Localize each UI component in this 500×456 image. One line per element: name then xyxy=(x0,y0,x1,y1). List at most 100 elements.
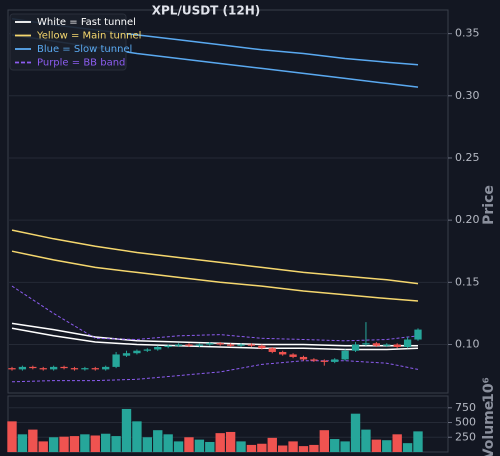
candle-body xyxy=(18,366,27,370)
volume-bar xyxy=(288,441,298,452)
candle-body xyxy=(351,344,360,351)
volume-bar xyxy=(69,436,80,452)
overlay-line xyxy=(11,285,419,342)
candle-body xyxy=(154,346,162,350)
candle-body xyxy=(372,343,381,346)
candle-body xyxy=(133,350,141,354)
volume-bar xyxy=(121,408,132,452)
volume-bar xyxy=(163,434,173,452)
candle-body xyxy=(341,350,349,360)
candle-body xyxy=(49,366,58,370)
volume-bar xyxy=(194,439,205,452)
candle-body xyxy=(393,344,401,347)
volume-bar xyxy=(361,429,371,452)
candle-body xyxy=(70,368,79,370)
legend-label: White = Fast tunnel xyxy=(37,17,136,28)
y-tick-label: 0.35 xyxy=(455,27,480,40)
volume-bar xyxy=(330,439,340,452)
volume-bar xyxy=(236,441,246,452)
volume-bar xyxy=(7,421,17,452)
candle-body xyxy=(299,356,308,360)
volume-bar xyxy=(277,445,288,452)
volume-bar xyxy=(111,436,121,452)
candle-body xyxy=(216,343,224,345)
candle-body xyxy=(164,345,172,347)
candle-body xyxy=(91,368,99,370)
volume-bar xyxy=(38,441,48,452)
volume-bar xyxy=(319,430,329,452)
candle-body xyxy=(195,344,204,346)
volume-bar xyxy=(382,440,392,452)
candle-body xyxy=(143,349,151,351)
volume-tick-label: 750 xyxy=(455,401,476,414)
volume-bar xyxy=(413,431,423,452)
volume-bar xyxy=(309,444,319,452)
y-tick-label: 0.30 xyxy=(455,89,480,102)
volume-bar xyxy=(340,441,350,452)
volume-bar xyxy=(267,437,277,452)
volume-bar xyxy=(371,439,382,452)
candle-body xyxy=(122,353,131,356)
price-frame xyxy=(7,9,449,394)
candle-body xyxy=(331,359,339,362)
volume-bar xyxy=(246,444,257,452)
candle-body xyxy=(174,344,183,346)
volume-bar xyxy=(205,441,215,452)
legend-label: Purple = BB band xyxy=(37,58,125,69)
volume-bar xyxy=(17,434,28,452)
volume-bar xyxy=(142,437,153,452)
candle-body xyxy=(60,366,68,369)
volume-bar xyxy=(59,436,69,452)
volume-bar xyxy=(257,443,267,452)
legend-box xyxy=(9,13,127,71)
volume-bar xyxy=(402,443,413,452)
candle-body xyxy=(39,368,47,370)
candle-body xyxy=(102,366,110,370)
y-axis-label: Price xyxy=(481,185,497,225)
volume-tick-label: 250 xyxy=(455,430,476,443)
overlay-line xyxy=(11,250,419,302)
legend-label: Yellow = Main tunnel xyxy=(36,31,141,42)
volume-bar xyxy=(392,434,402,452)
volume-bar xyxy=(90,435,100,452)
candle-body xyxy=(310,359,318,361)
overlay-line xyxy=(11,229,419,285)
volume-bar xyxy=(153,430,163,452)
volume-bar xyxy=(225,431,236,452)
volume-bar xyxy=(215,433,225,452)
candle-body xyxy=(289,354,297,357)
candle-body xyxy=(237,344,245,346)
volume-bar xyxy=(28,429,38,452)
candle-body xyxy=(268,348,276,352)
candle-body xyxy=(8,368,16,370)
volume-bar xyxy=(101,433,111,452)
candle-body xyxy=(247,344,256,346)
y-tick-label: 0.15 xyxy=(455,275,480,288)
y-tick-label: 0.20 xyxy=(455,213,480,226)
candle-body xyxy=(320,360,328,362)
candle-body xyxy=(403,339,412,347)
legend: White = Fast tunnel Yellow = Main tunnel B… xyxy=(9,13,141,71)
volume-bar xyxy=(80,434,90,452)
volume-bar xyxy=(173,441,184,452)
volume-axis-label: Volume xyxy=(481,401,497,456)
volume-bar xyxy=(298,446,309,452)
candle-body xyxy=(206,343,214,345)
volume-bar xyxy=(48,437,59,452)
candle-body xyxy=(81,368,89,370)
volume-bar xyxy=(132,421,142,452)
candle-body xyxy=(29,366,37,369)
candle-body xyxy=(258,345,266,349)
chart-title: XPL/USDT (12H) xyxy=(152,4,261,18)
volume-tick-label: 500 xyxy=(455,416,476,429)
volume-offset-text: 10⁶ xyxy=(481,377,497,403)
candle-body xyxy=(226,344,235,346)
candle-body xyxy=(185,344,193,346)
candle-body xyxy=(362,343,370,345)
y-tick-label: 0.25 xyxy=(455,151,480,164)
candle-body xyxy=(112,354,120,367)
candle-body xyxy=(279,351,287,355)
